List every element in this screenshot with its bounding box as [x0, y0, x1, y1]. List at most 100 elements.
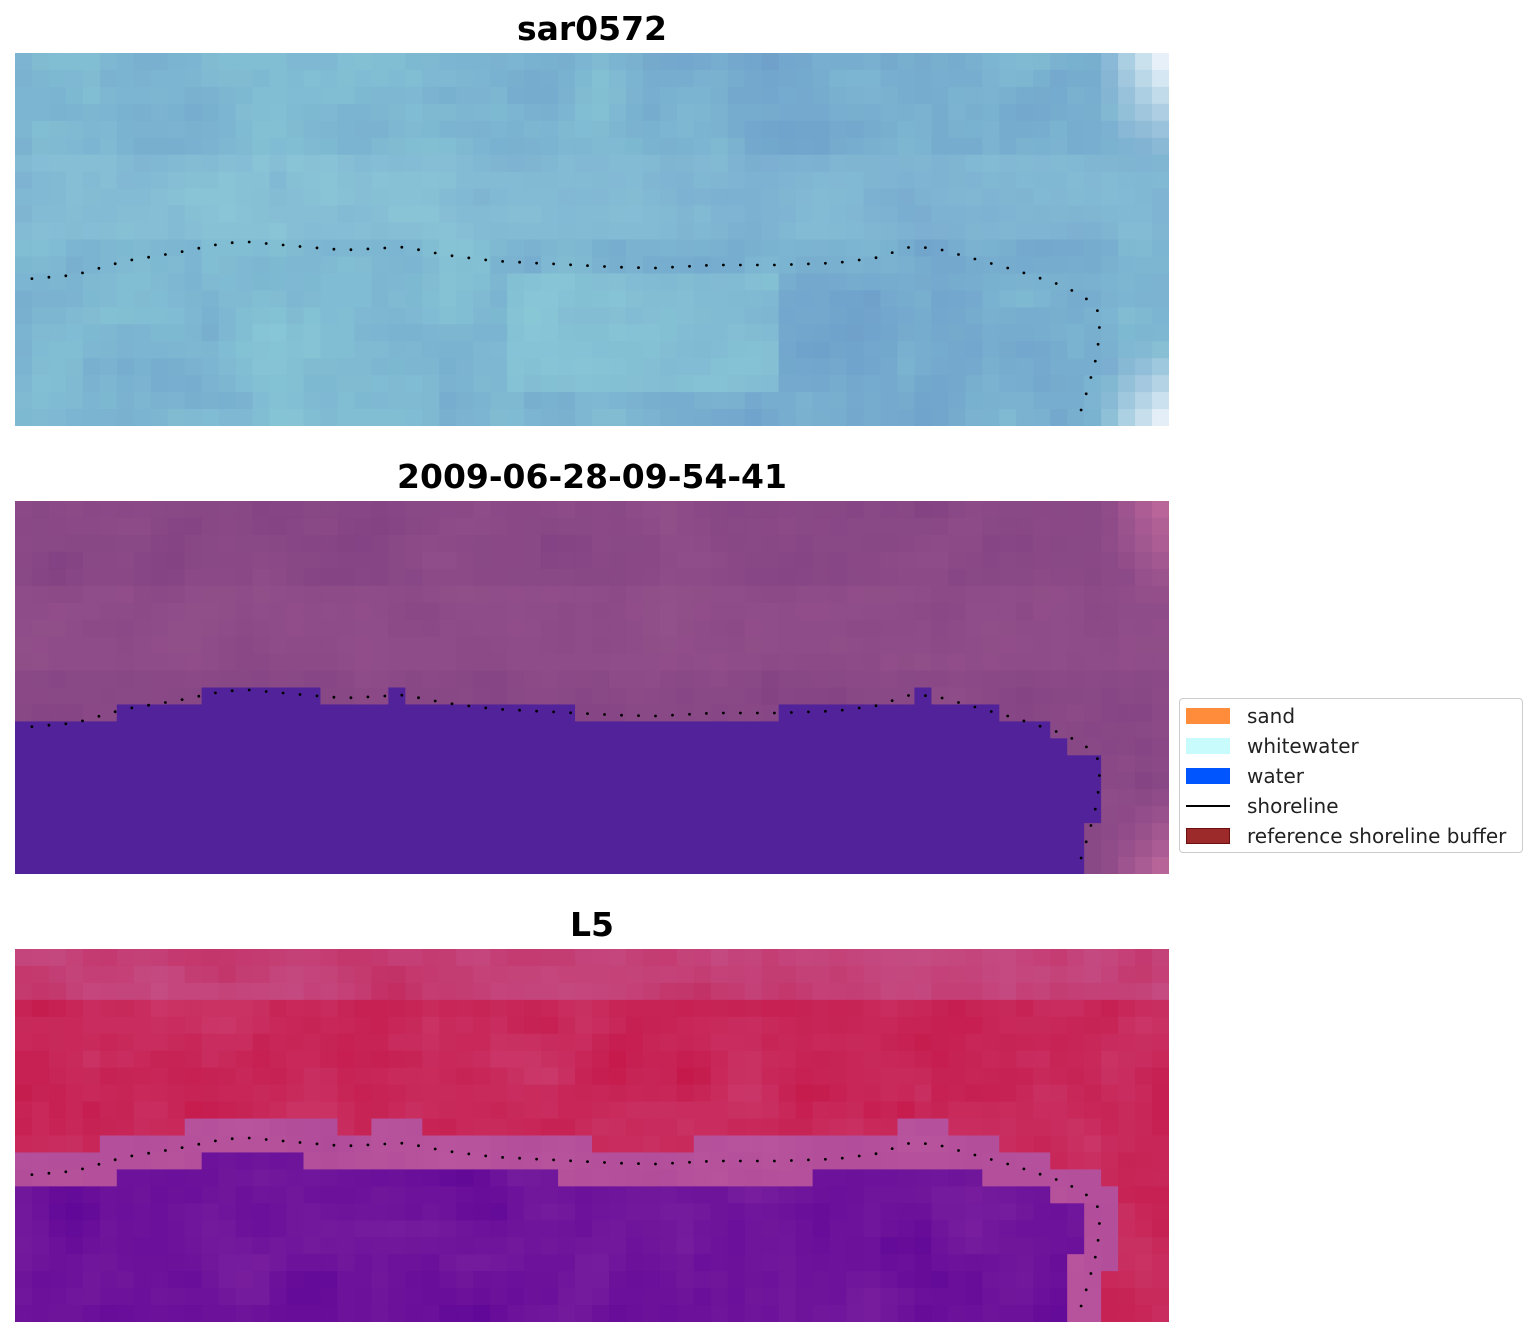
- image-pixel: [31, 636, 50, 655]
- image-pixel: [999, 358, 1017, 376]
- image-pixel: [625, 670, 644, 689]
- image-pixel: [184, 1186, 203, 1204]
- image-pixel: [150, 1237, 169, 1255]
- image-pixel: [1101, 1220, 1119, 1238]
- shoreline-dot: [973, 705, 977, 709]
- image-pixel: [422, 551, 440, 570]
- image-pixel: [625, 806, 644, 824]
- image-pixel: [761, 1305, 780, 1322]
- image-pixel: [116, 1152, 135, 1170]
- image-pixel: [354, 568, 372, 587]
- image-pixel: [948, 738, 966, 756]
- image-pixel: [710, 1033, 729, 1052]
- image-pixel: [473, 721, 491, 739]
- image-pixel: [133, 670, 152, 689]
- image-pixel: [642, 375, 661, 393]
- image-pixel: [150, 840, 169, 858]
- image-pixel: [592, 738, 610, 756]
- image-pixel: [99, 1271, 118, 1289]
- image-pixel: [371, 1084, 389, 1103]
- image-pixel: [507, 965, 525, 984]
- image-pixel: [320, 1220, 339, 1238]
- image-pixel: [286, 1152, 305, 1170]
- image-pixel: [48, 517, 67, 536]
- image-pixel: [422, 619, 440, 638]
- image-pixel: [252, 772, 271, 790]
- image-pixel: [133, 273, 152, 291]
- image-pixel: [184, 392, 203, 410]
- image-pixel: [388, 137, 406, 156]
- image-pixel: [422, 1169, 440, 1187]
- image-pixel: [405, 171, 423, 190]
- image-pixel: [744, 534, 763, 553]
- image-pixel: [931, 103, 949, 122]
- shoreline-dot: [671, 265, 674, 269]
- image-pixel: [829, 307, 848, 325]
- image-pixel: [575, 755, 593, 773]
- image-pixel: [235, 999, 254, 1018]
- image-pixel: [201, 1016, 220, 1035]
- image-pixel: [592, 120, 610, 139]
- image-pixel: [727, 392, 746, 410]
- image-pixel: [710, 568, 729, 587]
- image-pixel: [608, 1186, 627, 1204]
- image-pixel: [727, 653, 746, 672]
- image-pixel: [167, 551, 186, 570]
- image-pixel: [235, 704, 254, 722]
- image-pixel: [507, 1237, 525, 1255]
- shoreline-dot: [535, 1157, 538, 1161]
- image-pixel: [303, 273, 322, 291]
- image-pixel: [812, 409, 831, 426]
- image-pixel: [558, 154, 576, 173]
- shoreline-dot: [147, 703, 151, 707]
- image-pixel: [897, 341, 916, 359]
- image-pixel: [1084, 1152, 1102, 1170]
- image-pixel: [863, 551, 882, 570]
- image-pixel: [371, 721, 389, 739]
- image-pixel: [1118, 205, 1136, 224]
- shoreline-dot: [1093, 807, 1097, 811]
- image-pixel: [1050, 1220, 1068, 1238]
- image-pixel: [1050, 534, 1068, 553]
- shoreline-dot: [467, 256, 471, 260]
- image-pixel: [235, 1033, 254, 1052]
- image-pixel: [1050, 857, 1068, 874]
- shoreline-dot: [957, 253, 960, 256]
- image-pixel: [371, 273, 389, 291]
- image-pixel: [931, 1271, 949, 1289]
- image-pixel: [269, 69, 288, 88]
- image-pixel: [473, 256, 491, 274]
- image-pixel: [252, 636, 271, 655]
- image-pixel: [303, 704, 322, 722]
- image-pixel: [31, 619, 50, 638]
- image-pixel: [320, 999, 339, 1018]
- image-pixel: [524, 1118, 542, 1137]
- image-pixel: [354, 999, 372, 1018]
- image-pixel: [1118, 1186, 1136, 1204]
- image-pixel: [473, 307, 491, 325]
- image-pixel: [1067, 256, 1085, 274]
- image-pixel: [965, 568, 983, 587]
- image-pixel: [99, 358, 118, 376]
- image-pixel: [48, 823, 67, 841]
- image-pixel: [541, 222, 559, 241]
- image-pixel: [829, 324, 848, 342]
- image-pixel: [201, 999, 220, 1018]
- image-pixel: [15, 358, 33, 376]
- image-pixel: [1016, 721, 1034, 739]
- image-pixel: [1135, 409, 1153, 426]
- image-pixel: [473, 1101, 491, 1120]
- image-pixel: [405, 341, 423, 359]
- image-pixel: [948, 171, 966, 190]
- image-pixel: [778, 86, 797, 105]
- image-pixel: [286, 840, 305, 858]
- image-pixel: [150, 687, 169, 706]
- image-pixel: [422, 1288, 440, 1306]
- image-pixel: [439, 772, 457, 790]
- image-pixel: [303, 772, 322, 790]
- image-pixel: [1033, 409, 1051, 426]
- image-pixel: [269, 551, 288, 570]
- image-pixel: [1033, 982, 1051, 1001]
- image-pixel: [354, 1033, 372, 1052]
- image-pixel: [65, 721, 84, 739]
